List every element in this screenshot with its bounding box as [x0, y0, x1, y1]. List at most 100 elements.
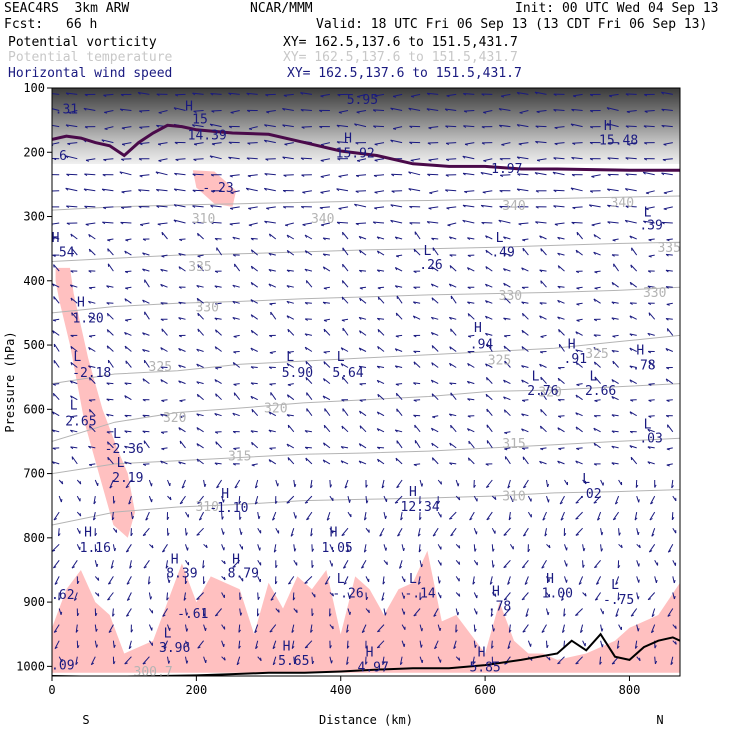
wind-label: 1.97 — [491, 162, 522, 177]
wind-vector-head — [49, 207, 52, 208]
wind-vector — [651, 528, 656, 537]
wind-vector-head — [611, 317, 615, 321]
wind-vector-head — [557, 460, 560, 464]
wind-vector-head — [108, 582, 112, 585]
wind-vector-head — [294, 660, 297, 665]
wind-vector — [248, 222, 258, 226]
wind-vector-head — [250, 396, 254, 400]
wind-vector-head — [409, 222, 413, 225]
wind-vector — [302, 222, 312, 226]
wind-vector — [158, 158, 168, 162]
wind-vector-head — [385, 547, 387, 551]
wind-vector — [166, 592, 168, 601]
wind-vector-head — [449, 382, 453, 386]
wind-vector — [591, 222, 601, 226]
wind-vector-head — [323, 361, 326, 365]
model-title: SEAC4RS 3km ARW — [4, 1, 130, 16]
wind-vector — [575, 394, 583, 401]
wind-vector — [179, 440, 186, 449]
wind-vector-head — [204, 483, 207, 487]
wind-vector-head — [601, 628, 604, 632]
wind-vector-head — [626, 111, 630, 114]
theta-label: 340 — [502, 199, 525, 214]
wind-vector-head — [426, 92, 430, 96]
wind-vector-head — [196, 285, 200, 288]
wind-vector-head — [291, 645, 295, 649]
wind-vector-head — [421, 659, 424, 663]
wind-vector-head — [485, 249, 488, 254]
wind-vector-head — [69, 380, 73, 384]
wind-vector-head — [504, 360, 506, 365]
wind-vector — [175, 158, 186, 160]
wind-vector-head — [286, 269, 290, 273]
wind-vector-head — [119, 171, 123, 175]
wind-vector-head — [427, 142, 431, 145]
wind-vector-head — [142, 463, 147, 466]
wind-vector — [467, 398, 475, 401]
wind-vector-head — [286, 443, 290, 447]
wind-vector-head — [467, 313, 470, 317]
wind-vector-head — [215, 303, 219, 306]
wind-vector-head — [421, 483, 424, 487]
wind-vector-head — [273, 549, 277, 553]
wind-vector-head — [124, 395, 127, 399]
wind-vector-head — [432, 534, 436, 537]
wind-vector — [575, 495, 583, 504]
wind-vector-head — [97, 577, 100, 581]
wind-vector-head — [65, 92, 69, 96]
wind-vector-head — [666, 464, 670, 467]
wind-vector-head — [570, 123, 574, 127]
wind-vector — [504, 360, 511, 368]
wind-vector — [355, 190, 367, 192]
wind-vector — [507, 479, 511, 489]
wind-vector — [160, 268, 168, 272]
wind-vector-head — [178, 266, 181, 270]
wind-vector — [112, 544, 116, 552]
wind-vector — [254, 624, 259, 633]
wind-vector-head — [250, 314, 253, 318]
wind-vector-head — [358, 443, 362, 447]
wind-vector-head — [210, 205, 214, 208]
wind-vector — [125, 544, 132, 553]
wind-vector-head — [575, 534, 579, 536]
wind-vector — [246, 157, 258, 160]
wind-vector-head — [583, 548, 586, 552]
wind-vector — [107, 263, 114, 272]
wind-vector — [392, 93, 403, 97]
wind-vector-head — [413, 414, 417, 418]
wind-vector — [396, 392, 403, 401]
wind-vector — [341, 446, 349, 449]
wind-vector-head — [648, 255, 652, 258]
y-tick-label: 400 — [23, 274, 45, 288]
wind-vector — [503, 379, 511, 385]
wind-vector — [181, 479, 186, 489]
wind-vector-head — [156, 124, 160, 128]
wind-vector-head — [377, 630, 381, 633]
wind-vector — [142, 430, 150, 433]
wind-vector-head — [52, 283, 55, 287]
wind-vector — [395, 236, 403, 240]
wind-vector — [103, 158, 114, 161]
wind-vector-head — [521, 286, 525, 290]
wind-vector-head — [516, 124, 520, 127]
wind-vector — [634, 640, 638, 649]
wind-vector — [525, 608, 529, 617]
wind-vector — [326, 511, 331, 521]
wind-vector — [264, 173, 276, 176]
wind-vector — [463, 125, 475, 128]
wind-vector — [125, 479, 132, 488]
wind-vector — [106, 302, 114, 304]
wind-vector — [557, 252, 565, 256]
wind-vector-head — [283, 94, 287, 97]
x-tick-label: 600 — [474, 683, 496, 697]
wind-vector-head — [239, 596, 242, 601]
wind-vector — [462, 219, 475, 224]
wind-vector-head — [539, 460, 542, 464]
wind-vector-head — [193, 110, 197, 114]
wind-vector — [236, 656, 241, 665]
wind-vector-head — [110, 565, 114, 569]
wind-vector-head — [446, 95, 450, 98]
wind-vector-head — [359, 269, 362, 273]
wind-vector — [286, 300, 294, 304]
wind-vector-head — [467, 415, 471, 418]
